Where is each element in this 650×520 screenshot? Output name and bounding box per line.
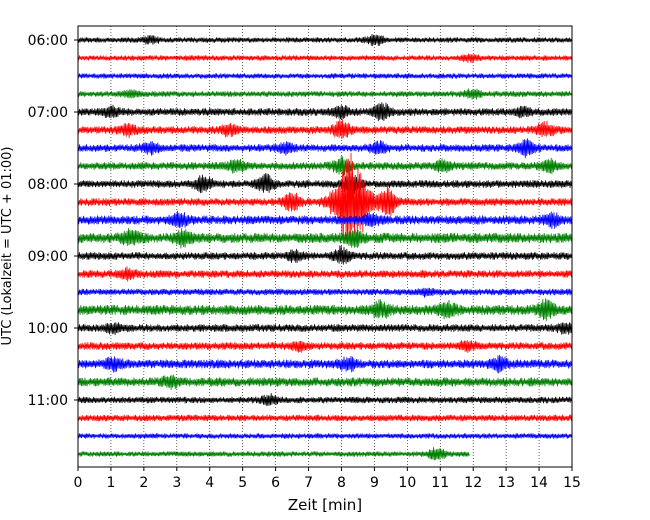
trace-row <box>77 73 572 79</box>
x-tick-label: 12 <box>464 475 482 491</box>
x-tick-label: 7 <box>304 475 313 491</box>
trace-row <box>77 374 572 391</box>
x-tick-label: 3 <box>172 475 181 491</box>
y-tick-label: 10:00 <box>28 321 68 337</box>
trace-row <box>77 53 572 64</box>
trace-row <box>77 266 572 282</box>
x-tick-label: 11 <box>431 475 449 491</box>
y-tick-label: 07:00 <box>28 105 68 121</box>
trace-row <box>77 210 572 230</box>
y-axis-label: UTC (Lokalzeit = UTC + 01:00) <box>0 147 15 346</box>
x-tick-label: 6 <box>271 475 280 491</box>
x-tick-label: 1 <box>106 475 115 491</box>
x-tick-label: 0 <box>74 475 83 491</box>
trace-row <box>77 156 572 177</box>
y-tick-label: 08:00 <box>28 177 68 193</box>
seismic-traces <box>77 33 572 461</box>
x-tick-label: 5 <box>238 475 247 491</box>
trace-row <box>77 287 572 298</box>
trace-row <box>77 172 572 196</box>
trace-row <box>77 119 572 140</box>
trace-row <box>77 322 572 336</box>
x-tick-label: 15 <box>563 475 581 491</box>
x-axis-ticks: 0 1 2 3 4 5 6 7 8 9 10 11 12 13 14 15 <box>74 467 581 491</box>
y-axis-ticks: 06:00 07:00 08:00 09:00 10:00 11:00 <box>28 33 78 409</box>
trace-row <box>77 138 572 159</box>
trace-row <box>77 414 572 422</box>
trace-row <box>77 354 572 374</box>
x-tick-label: 8 <box>337 475 346 491</box>
trace-row <box>77 88 572 100</box>
x-axis-label: Zeit [min] <box>288 496 362 514</box>
x-tick-label: 10 <box>398 475 416 491</box>
x-tick-label: 14 <box>530 475 548 491</box>
y-tick-label: 09:00 <box>28 249 68 265</box>
trace-row <box>77 447 470 461</box>
x-tick-label: 9 <box>370 475 379 491</box>
x-tick-label: 2 <box>139 475 148 491</box>
trace-row <box>77 102 572 122</box>
plot-frame <box>77 25 573 468</box>
trace-row <box>77 227 572 249</box>
y-tick-label: 11:00 <box>28 393 68 409</box>
x-tick-label: 13 <box>497 475 515 491</box>
trace-row <box>77 33 572 47</box>
trace-row <box>77 152 572 242</box>
x-tick-label: 4 <box>205 475 214 491</box>
trace-row <box>77 433 572 439</box>
trace-row <box>77 339 572 354</box>
trace-row <box>77 245 572 265</box>
y-tick-label: 06:00 <box>28 33 68 49</box>
trace-row <box>77 392 572 407</box>
trace-row <box>77 298 572 322</box>
